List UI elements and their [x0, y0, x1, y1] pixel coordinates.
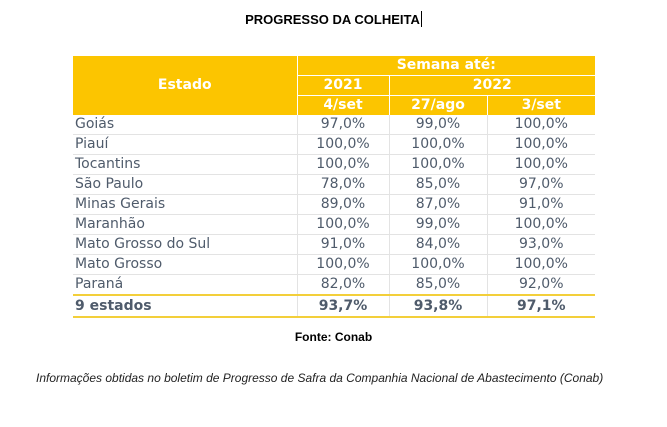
cell-state: São Paulo [73, 174, 297, 195]
cell-total-label: 9 estados [73, 294, 297, 318]
harvest-progress-table: Estado Semana até: 2021 2022 4/set 27/ag… [73, 56, 596, 318]
cell-value: 89,0% [296, 194, 389, 215]
cell-value: 91,0% [486, 194, 596, 215]
cell-total-value: 93,7% [296, 294, 389, 318]
cell-value: 85,0% [388, 274, 487, 295]
cell-value: 100,0% [388, 254, 487, 275]
table-row: Mato Grosso 100,0% 100,0% 100,0% [73, 254, 596, 275]
table-row: Mato Grosso do Sul 91,0% 84,0% 93,0% [73, 234, 596, 255]
source-caption: Fonte: Conab [294, 330, 373, 344]
text-cursor [420, 11, 422, 27]
cell-value: 97,0% [296, 115, 389, 135]
cell-state: Paraná [73, 274, 297, 295]
cell-value: 97,0% [486, 174, 596, 195]
header-col-27ago: 27/ago [388, 95, 487, 115]
cell-value: 100,0% [486, 134, 596, 155]
cell-total-value: 93,8% [388, 294, 487, 318]
cell-value: 84,0% [388, 234, 487, 255]
table-row: Minas Gerais 89,0% 87,0% 91,0% [73, 194, 596, 215]
footnote: Informações obtidas no boletim de Progre… [36, 371, 604, 385]
cell-state: Maranhão [73, 214, 297, 235]
cell-state: Mato Grosso [73, 254, 297, 275]
cell-value: 91,0% [296, 234, 389, 255]
cell-value: 100,0% [296, 214, 389, 235]
header-year-2021: 2021 [296, 75, 389, 96]
cell-value: 92,0% [486, 274, 596, 295]
cell-value: 82,0% [296, 274, 389, 295]
cell-value: 99,0% [388, 115, 487, 135]
cell-value: 85,0% [388, 174, 487, 195]
table-row: Goiás 97,0% 99,0% 100,0% [73, 115, 596, 135]
header-col-3set: 3/set [486, 95, 596, 115]
table-row: São Paulo 78,0% 85,0% 97,0% [73, 174, 596, 195]
cell-value: 100,0% [486, 115, 596, 135]
cell-value: 99,0% [388, 214, 487, 235]
cell-state: Minas Gerais [73, 194, 297, 215]
page-title: PROGRESSO DA COLHEITA [0, 11, 667, 27]
table-header: Estado Semana até: 2021 2022 4/set 27/ag… [73, 56, 596, 115]
cell-state: Tocantins [73, 154, 297, 175]
header-year-2022: 2022 [388, 75, 596, 96]
page-title-text: PROGRESSO DA COLHEITA [245, 12, 420, 27]
header-state: Estado [73, 56, 297, 115]
table-total-row: 9 estados 93,7% 93,8% 97,1% [73, 294, 596, 318]
cell-value: 100,0% [296, 134, 389, 155]
cell-value: 100,0% [486, 214, 596, 235]
cell-value: 100,0% [486, 254, 596, 275]
cell-state: Piauí [73, 134, 297, 155]
cell-value: 100,0% [296, 154, 389, 175]
header-col-4set: 4/set [296, 95, 389, 115]
table-row: Piauí 100,0% 100,0% 100,0% [73, 134, 596, 155]
cell-total-value: 97,1% [486, 294, 596, 318]
header-week-group: Semana até: [296, 56, 596, 76]
cell-value: 87,0% [388, 194, 487, 215]
table-row: Paraná 82,0% 85,0% 92,0% [73, 274, 596, 295]
cell-value: 93,0% [486, 234, 596, 255]
cell-state: Mato Grosso do Sul [73, 234, 297, 255]
table-body: Goiás 97,0% 99,0% 100,0% Piauí 100,0% 10… [73, 115, 596, 318]
cell-value: 100,0% [388, 154, 487, 175]
cell-value: 100,0% [486, 154, 596, 175]
cell-value: 78,0% [296, 174, 389, 195]
table-row: Tocantins 100,0% 100,0% 100,0% [73, 154, 596, 175]
cell-state: Goiás [75, 116, 115, 132]
cell-value: 100,0% [296, 254, 389, 275]
table-row: Maranhão 100,0% 99,0% 100,0% [73, 214, 596, 235]
cell-value: 100,0% [388, 134, 487, 155]
